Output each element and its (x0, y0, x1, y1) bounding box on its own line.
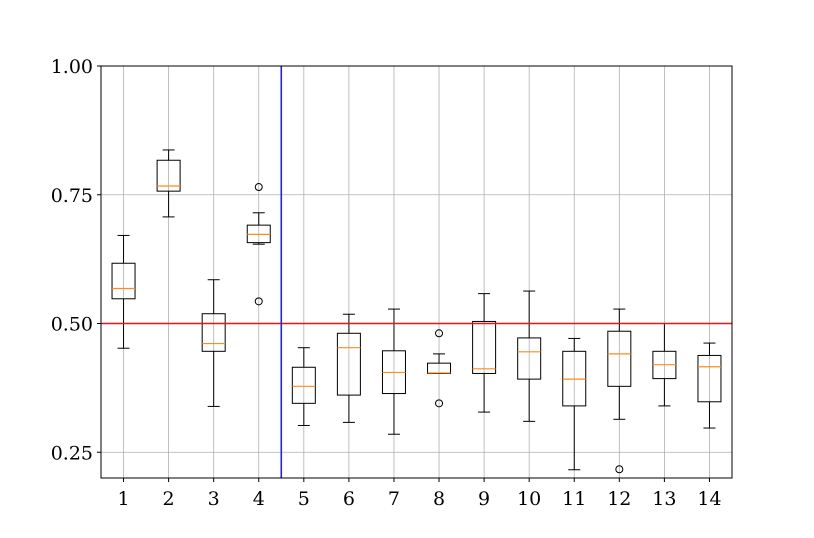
box-iqr (156, 159, 181, 192)
reference-lines (101, 66, 732, 478)
box-1 (111, 234, 136, 349)
box-iqr (291, 366, 316, 404)
box-14 (697, 342, 722, 429)
x-tick-label: 13 (652, 488, 676, 510)
box-iqr (607, 330, 632, 387)
y-tick-label: 0.75 (51, 185, 93, 207)
y-tick-label: 1.00 (51, 56, 93, 78)
x-tick-label: 3 (208, 488, 220, 510)
axes: 1 2 3 4 5 6 7 8 9 10 11 12 13 140.250.500.751.00 (51, 56, 722, 510)
box-5 (291, 347, 316, 426)
x-tick-label: 12 (607, 488, 631, 510)
box-12 (607, 308, 632, 474)
box-iqr (336, 332, 361, 396)
x-tick-label: 1 (117, 488, 129, 510)
box-2 (156, 149, 181, 218)
x-tick-label: 2 (163, 488, 175, 510)
box-iqr (472, 320, 497, 374)
outlier-point (254, 297, 263, 306)
box-9 (472, 293, 497, 413)
box-11 (562, 337, 587, 471)
outlier-point (435, 329, 444, 338)
x-tick-label: 11 (562, 488, 586, 510)
x-tick-label: 6 (343, 488, 355, 510)
y-tick-label: 0.25 (51, 442, 93, 464)
x-tick-label: 4 (253, 488, 265, 510)
x-tick-label: 5 (298, 488, 310, 510)
plot-frame (100, 65, 733, 479)
x-tick-label: 7 (388, 488, 400, 510)
box-iqr (111, 262, 136, 300)
box-4 (246, 183, 271, 306)
x-tick-label: 14 (697, 488, 721, 510)
box-8 (427, 329, 452, 408)
y-tick-label: 0.50 (51, 314, 93, 336)
outlier-point (615, 465, 624, 474)
outlier-point (254, 183, 263, 192)
box-iqr (517, 337, 542, 380)
x-tick-label: 9 (478, 488, 490, 510)
outlier-point (435, 399, 444, 408)
box-iqr (697, 354, 722, 403)
box-3 (201, 279, 226, 407)
x-tick-label: 8 (433, 488, 445, 510)
box-10 (517, 290, 542, 422)
box-7 (381, 308, 406, 435)
box-iqr (201, 313, 226, 352)
x-tick-label: 10 (517, 488, 541, 510)
